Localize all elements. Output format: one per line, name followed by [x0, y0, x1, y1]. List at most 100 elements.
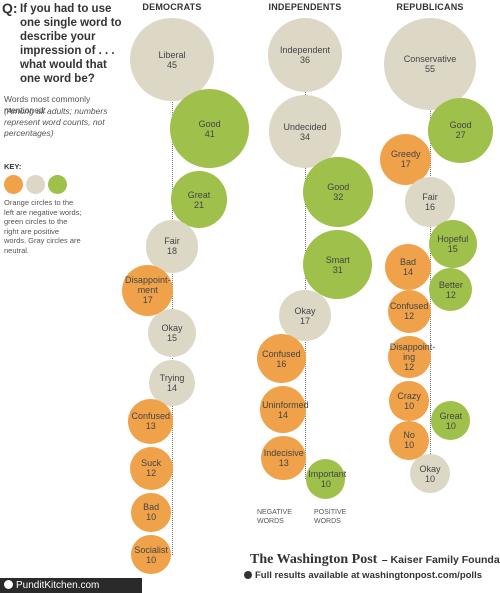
watermark-bar: PunditKitchen.com — [0, 578, 142, 593]
bubble-value: 45 — [166, 59, 177, 70]
bubble-word: No — [403, 430, 415, 441]
bubble: Undecided 34 — [268, 95, 342, 168]
bubble-value: 14 — [402, 267, 413, 278]
column-title: DEMOCRATS — [142, 2, 202, 12]
bubble: Trying 14 — [148, 359, 196, 406]
note: (Among all adults; numbers represent wor… — [4, 106, 108, 138]
negative-label: NEGATIVE WORDS — [257, 509, 292, 525]
bubble: Good 32 — [303, 157, 374, 228]
bubble-value: 12 — [146, 468, 157, 479]
bubble: Okay 15 — [147, 308, 196, 357]
bubble-value: 12 — [404, 362, 415, 372]
bubble-value: 10 — [424, 473, 435, 484]
results-text: Full results available at washingtonpost… — [255, 570, 482, 581]
bubble-word: Confused — [131, 411, 171, 422]
bubble: Confused 16 — [256, 333, 307, 384]
bubble-word: Bad — [143, 502, 160, 513]
bubble: Bad 14 — [384, 244, 432, 291]
bullet — [244, 571, 252, 580]
bubble: Indecisive 13 — [261, 435, 307, 481]
bubble: Fair 18 — [145, 220, 199, 273]
bubble: No 10 — [389, 420, 429, 460]
bubble-value: 12 — [404, 311, 415, 322]
key-dot — [48, 175, 67, 194]
bubble: Confused 13 — [128, 399, 174, 444]
center-line — [172, 59, 173, 555]
key-dot — [4, 175, 23, 194]
bubble-word: Disappoint-ment — [124, 275, 171, 296]
bubble-value: 18 — [166, 246, 177, 257]
bubble-value: 13 — [145, 421, 156, 432]
bubble-word: Fair — [164, 236, 180, 247]
bubble: Bad 10 — [131, 492, 171, 532]
bubble-word: Smart — [325, 254, 350, 265]
bubble: Okay 17 — [279, 290, 331, 342]
bubble-word: Trying — [159, 372, 185, 383]
bubble: Good 27 — [428, 98, 493, 163]
poll: – Kaiser Family Foundation poll — [381, 554, 500, 566]
bubble-word: Greedy — [390, 149, 421, 160]
bubble-word: Indecisive — [263, 448, 304, 459]
bubble-value: 32 — [333, 192, 344, 203]
bubble: Liberal 45 — [130, 18, 214, 102]
bubble-word: Fair — [422, 192, 438, 203]
bubble-value: 10 — [445, 420, 456, 431]
bubble-word: Okay — [294, 305, 316, 316]
bubble-word: Great — [187, 189, 211, 200]
bubble-word: Better — [438, 279, 463, 290]
watermark: PunditKitchen.com — [16, 580, 100, 591]
bubble-word: Conservative — [403, 53, 457, 64]
bubble-word: Okay — [419, 463, 441, 474]
bubble-word: Crazy — [397, 391, 421, 402]
bubble: Greedy 17 — [380, 133, 432, 185]
bubble-word: Socialist — [134, 544, 168, 555]
source-name: The Washington Post — [250, 552, 378, 567]
bubble-value: 27 — [455, 130, 466, 141]
bubble-value: 15 — [447, 243, 458, 254]
bubble-word: Undecided — [283, 121, 327, 132]
bubble: Socialist 10 — [131, 534, 171, 575]
credit: The Washington Post – Kaiser Family Foun… — [250, 550, 500, 568]
bubble-word: Uninformed — [262, 399, 309, 410]
bubble: Disappoint-ing 12 — [387, 335, 436, 379]
bubble-value: 14 — [166, 382, 177, 393]
bubble: Uninformed 14 — [259, 386, 309, 433]
bubble: Independent 36 — [267, 18, 343, 93]
bubble: Disappoint-ment 17 — [122, 264, 174, 316]
bubble-value: 55 — [424, 63, 435, 74]
bubble-word: Great — [439, 410, 463, 421]
watermark-icon — [4, 580, 13, 589]
bubble-value: 10 — [404, 440, 415, 451]
bubble-value: 10 — [146, 512, 157, 523]
bubble-value: 15 — [166, 332, 177, 343]
bubble: Suck 12 — [129, 446, 173, 490]
bubble-value: 21 — [193, 199, 204, 210]
bubble-value: 17 — [299, 315, 310, 326]
bubble-value: 13 — [278, 458, 289, 469]
column-title: REPUBLICANS — [396, 2, 464, 12]
bubble: Confused 12 — [387, 289, 431, 333]
bubble-value: 31 — [332, 264, 343, 275]
bubble-word: Good — [327, 182, 350, 193]
bubble: Okay 10 — [410, 454, 450, 494]
bubble: Important 10 — [306, 459, 346, 499]
bubble: Fair 16 — [405, 177, 455, 227]
bubble: Great 10 — [431, 401, 471, 441]
bubble-value: 10 — [320, 479, 331, 490]
bubble-value: 36 — [299, 55, 310, 66]
q-label: Q: — [2, 0, 18, 16]
bubble-word: Independent — [279, 45, 331, 56]
column-title: INDEPENDENTS — [268, 2, 342, 12]
bubble-word: Good — [198, 118, 221, 129]
bubble: Better 12 — [429, 268, 473, 312]
key-dot — [26, 175, 45, 194]
bubble-value: 41 — [204, 128, 215, 139]
question: If you had to use one single word to des… — [20, 3, 122, 85]
subtitle: Words most commonly mentioned: — [4, 94, 91, 115]
key-text: Orange circles to the left are negative … — [4, 198, 82, 255]
bubble-word: Good — [449, 120, 472, 131]
key-label: KEY: — [4, 162, 22, 171]
bubble-word: Disappoint-ing — [389, 342, 436, 362]
bubble-word: Confused — [389, 301, 429, 312]
